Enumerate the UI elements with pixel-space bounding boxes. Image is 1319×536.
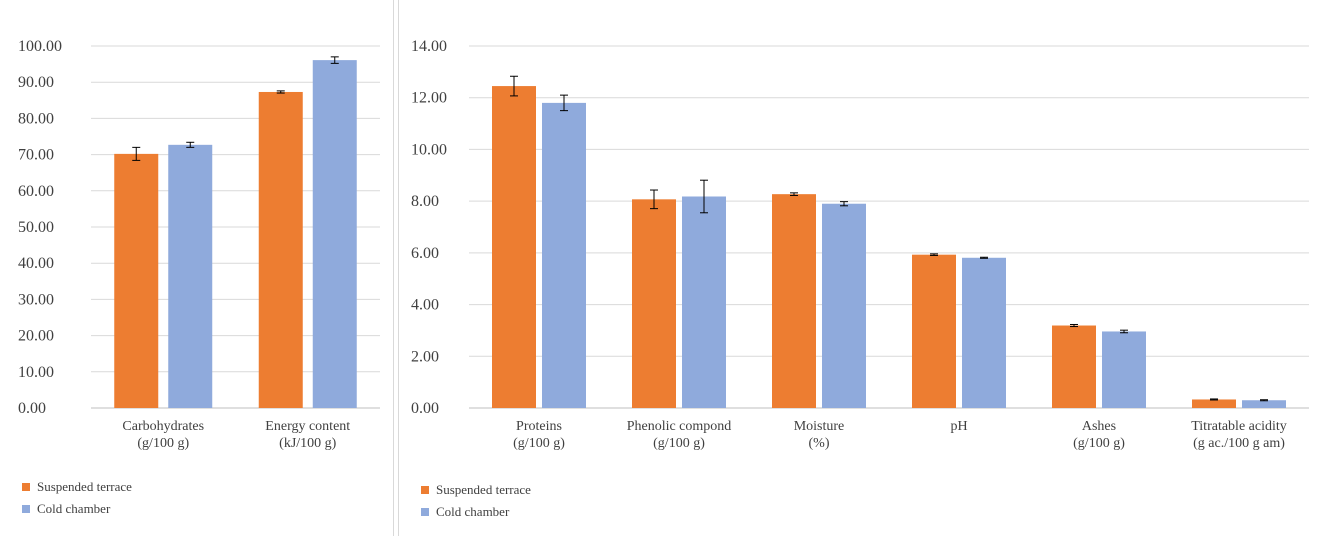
- bar: [962, 257, 1006, 408]
- y-tick-label: 40.00: [18, 255, 54, 272]
- left-chart-panel: 0.00 10.00 20.00 30.00 40.00 50.00 60.00 70.00 8…: [0, 0, 394, 536]
- y-tick-label: 14.00: [411, 38, 447, 55]
- x-tick-label: Carbohydrates: [122, 419, 204, 434]
- bar: [772, 194, 816, 408]
- bar: [168, 144, 213, 409]
- bar: [1192, 399, 1236, 408]
- legend-label-cold: Cold chamber: [37, 501, 111, 516]
- bar: [258, 91, 303, 408]
- legend-swatch-suspended: [421, 486, 429, 494]
- y-tick-label: 100.00: [18, 38, 62, 55]
- bar: [682, 196, 726, 408]
- x-tick-label: (g ac./100 g am): [1193, 436, 1285, 451]
- legend-item-suspended: Suspended terrace: [22, 476, 132, 498]
- x-tick-label: pH: [950, 419, 967, 434]
- left-chart: 0.00 10.00 20.00 30.00 40.00 50.00 60.00 70.00 8…: [18, 38, 380, 451]
- bar: [542, 102, 586, 408]
- y-tick-label: 60.00: [18, 183, 54, 200]
- x-tick-label: Phenolic compond: [627, 419, 732, 434]
- y-tick-label: 0.00: [411, 400, 439, 417]
- legend-item-cold: Cold chamber: [421, 501, 531, 523]
- x-tick-label: Moisture: [794, 419, 845, 434]
- bar: [632, 199, 676, 408]
- y-tick-label: 2.00: [411, 348, 439, 365]
- x-tick-label: (%): [809, 436, 830, 451]
- y-tick-label: 4.00: [411, 297, 439, 314]
- y-tick-label: 80.00: [18, 110, 54, 127]
- y-tick-label: 0.00: [18, 400, 46, 417]
- legend-swatch-cold: [22, 505, 30, 513]
- legend-item-suspended: Suspended terrace: [421, 479, 531, 501]
- left-chart-legend: Suspended terrace Cold chamber: [22, 476, 132, 520]
- y-tick-label: 70.00: [18, 147, 54, 164]
- bar: [114, 153, 159, 408]
- bar: [312, 60, 357, 408]
- y-tick-label: 12.00: [411, 90, 447, 107]
- x-tick-label: Titratable acidity: [1191, 419, 1287, 434]
- legend-label-cold: Cold chamber: [436, 504, 510, 519]
- legend-item-cold: Cold chamber: [22, 498, 132, 520]
- legend-label-suspended: Suspended terrace: [436, 482, 531, 497]
- bar: [492, 86, 536, 408]
- y-tick-label: 50.00: [18, 219, 54, 236]
- legend-label-suspended: Suspended terrace: [37, 479, 132, 494]
- y-tick-label: 6.00: [411, 245, 439, 262]
- y-tick-label: 10.00: [411, 141, 447, 158]
- x-tick-label: (g/100 g): [513, 436, 565, 451]
- bar: [1052, 325, 1096, 408]
- right-chart-legend: Suspended terrace Cold chamber: [421, 479, 531, 523]
- x-tick-label: (kJ/100 g): [279, 436, 337, 451]
- x-tick-label: Proteins: [516, 419, 562, 434]
- bar: [1102, 331, 1146, 408]
- bar: [822, 203, 866, 408]
- x-tick-label: (g/100 g): [137, 436, 189, 451]
- bar: [1242, 400, 1286, 408]
- legend-swatch-suspended: [22, 483, 30, 491]
- right-chart: 0.00 2.00 4.00 6.00 8.00 10.00 12.00 14.00 Prote…: [411, 38, 1309, 451]
- x-tick-label: (g/100 g): [1073, 436, 1125, 451]
- y-tick-label: 30.00: [18, 291, 54, 308]
- x-tick-label: (g/100 g): [653, 436, 705, 451]
- bar: [912, 254, 956, 408]
- y-tick-label: 20.00: [18, 328, 54, 345]
- y-tick-label: 90.00: [18, 74, 54, 91]
- x-tick-label: Ashes: [1082, 419, 1116, 434]
- y-tick-label: 8.00: [411, 193, 439, 210]
- right-chart-panel: 0.00 2.00 4.00 6.00 8.00 10.00 12.00 14.00 Prote…: [398, 0, 1319, 536]
- x-tick-label: Energy content: [265, 419, 350, 434]
- legend-swatch-cold: [421, 508, 429, 516]
- y-tick-label: 10.00: [18, 364, 54, 381]
